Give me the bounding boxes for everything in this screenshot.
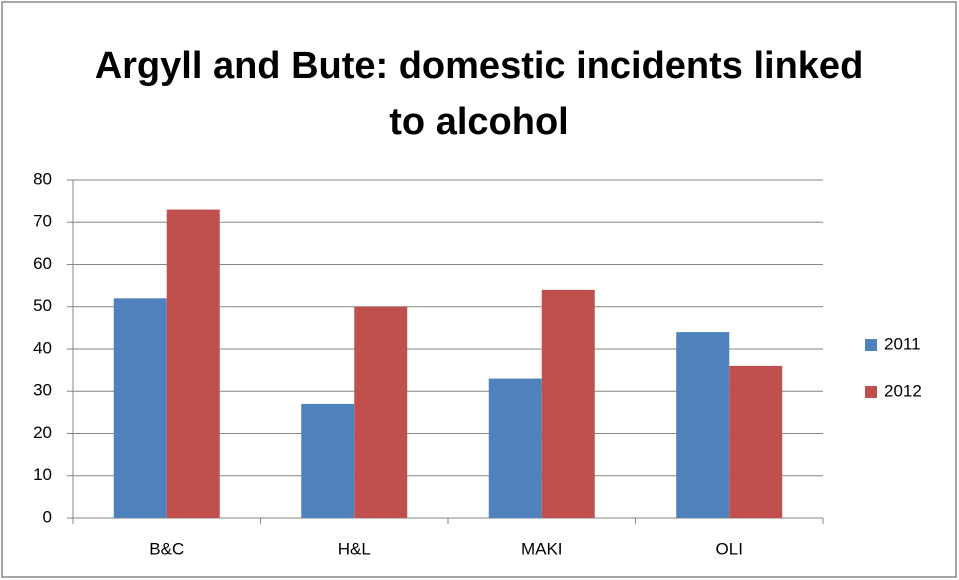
legend-swatch: [865, 386, 877, 398]
y-tick-label: 20: [33, 423, 52, 442]
y-tick-label: 30: [33, 381, 52, 400]
y-tick-label: 10: [33, 465, 52, 484]
bar: [166, 209, 220, 518]
legend-label: 2012: [884, 381, 922, 400]
y-tick-label: 70: [33, 212, 52, 231]
x-tick-label: OLI: [716, 539, 743, 558]
y-tick-label: 40: [33, 338, 52, 357]
bar: [488, 378, 542, 518]
legend-swatch: [865, 339, 877, 351]
bar: [113, 298, 167, 518]
bar: [301, 403, 355, 518]
y-tick-label: 80: [33, 169, 52, 188]
y-tick-label: 50: [33, 296, 52, 315]
bar: [729, 365, 783, 518]
bar: [676, 332, 730, 518]
x-tick-label: H&L: [338, 539, 371, 558]
legend-label: 2011: [884, 334, 921, 353]
bar: [541, 289, 595, 518]
y-tick-label: 60: [33, 254, 52, 273]
x-tick-label: MAKI: [521, 539, 563, 558]
bar: [354, 306, 408, 518]
x-tick-label: B&C: [149, 539, 184, 558]
chart-title: Argyll and Bute: domestic incidents link…: [94, 45, 864, 143]
y-tick-label: 0: [43, 507, 52, 526]
